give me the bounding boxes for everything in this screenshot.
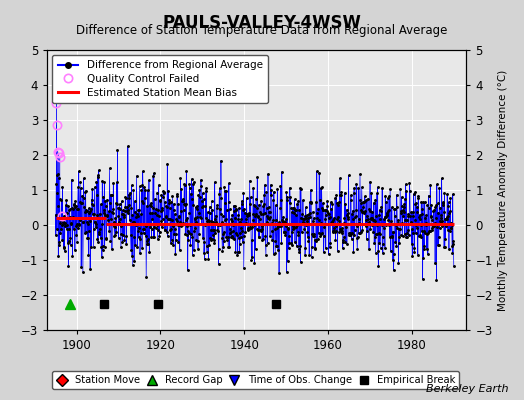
Text: Berkeley Earth: Berkeley Earth [426, 384, 508, 394]
Legend: Station Move, Record Gap, Time of Obs. Change, Empirical Break: Station Move, Record Gap, Time of Obs. C… [52, 371, 460, 390]
Text: PAULS-VALLEY-4WSW: PAULS-VALLEY-4WSW [162, 14, 362, 32]
Y-axis label: Monthly Temperature Anomaly Difference (°C): Monthly Temperature Anomaly Difference (… [498, 69, 508, 311]
Text: Difference of Station Temperature Data from Regional Average: Difference of Station Temperature Data f… [77, 24, 447, 37]
